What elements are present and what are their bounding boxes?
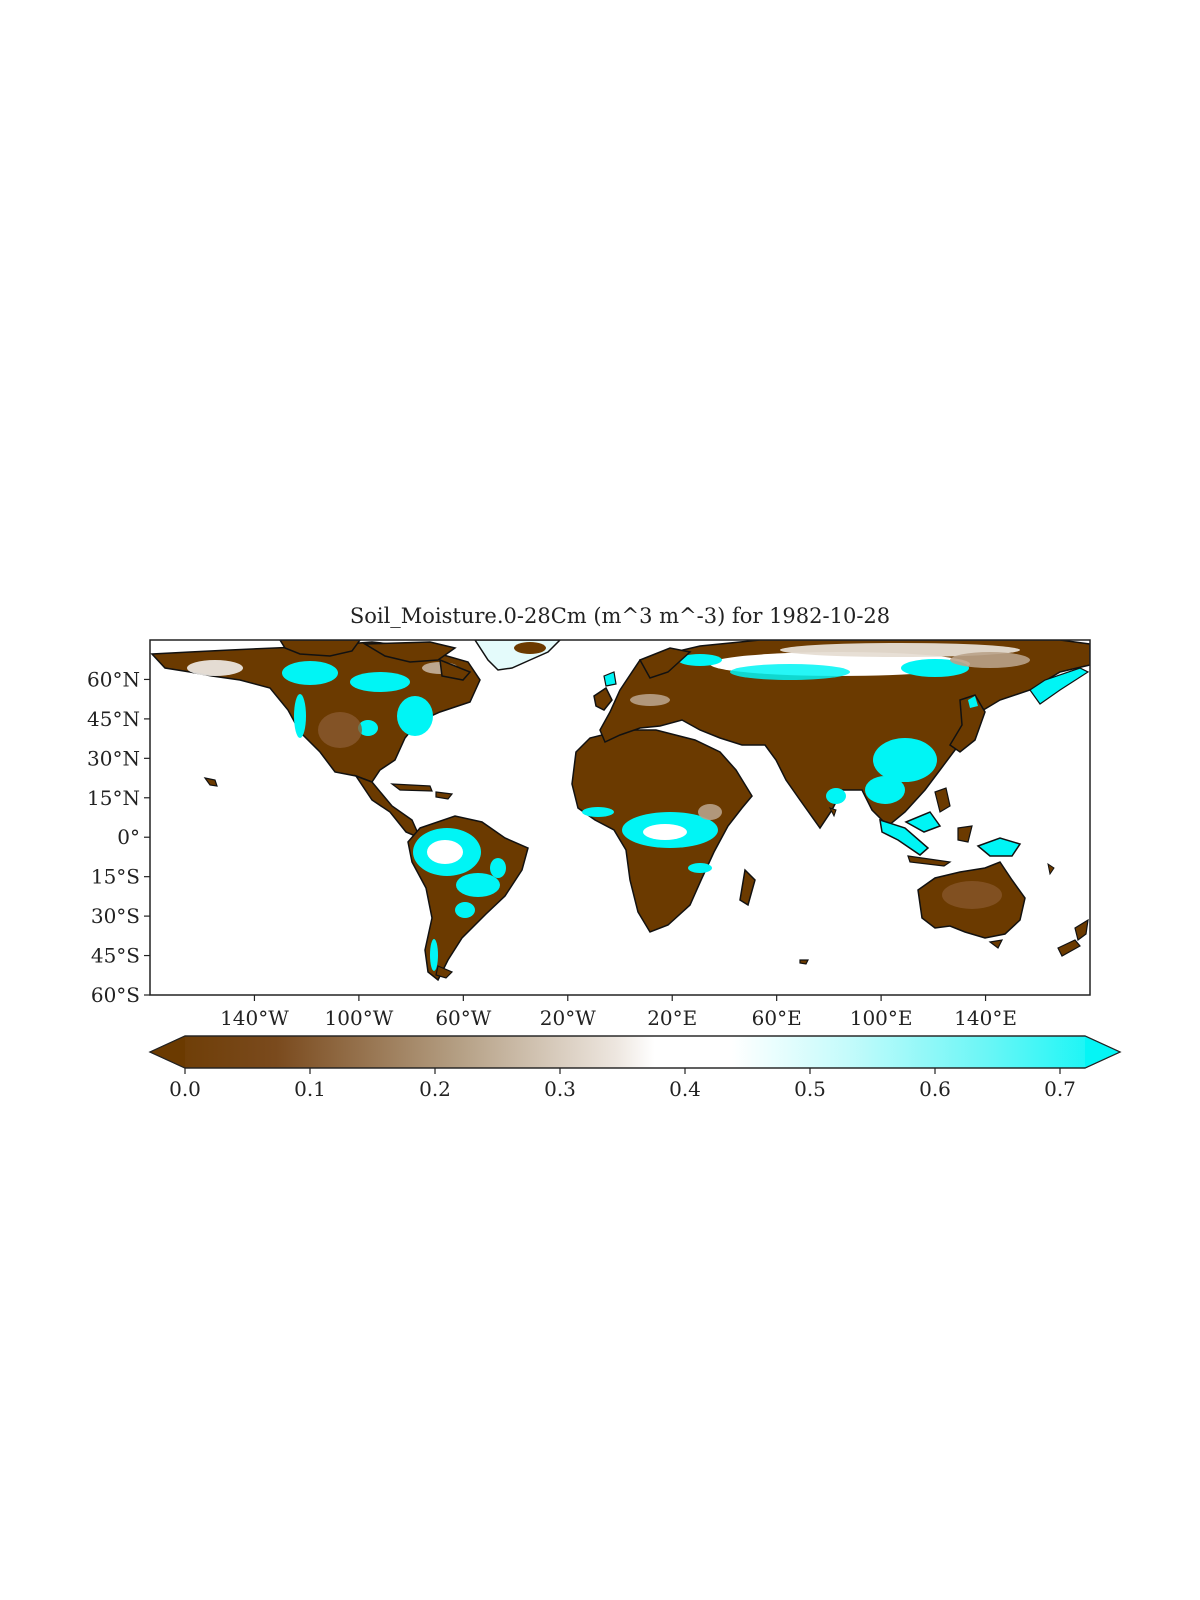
y-tick-label: 15°N bbox=[87, 786, 140, 810]
map-frame bbox=[149, 639, 1091, 996]
colorbar-tick-label: 0.0 bbox=[169, 1077, 201, 1101]
x-tick-label: 100°W bbox=[325, 1006, 394, 1030]
y-tick-label: 60°S bbox=[91, 983, 140, 1007]
colorbar-bar bbox=[148, 1035, 1122, 1069]
colorbar-tick-label: 0.6 bbox=[919, 1077, 951, 1101]
y-tick-label: 0° bbox=[117, 825, 140, 849]
landmass-central-america bbox=[354, 774, 454, 840]
y-tick-label: 30°S bbox=[91, 904, 140, 928]
colorbar-tick-label: 0.2 bbox=[419, 1077, 451, 1101]
x-tick-label: 140°W bbox=[220, 1006, 289, 1030]
colorbar-tick-label: 0.5 bbox=[794, 1077, 826, 1101]
x-tick-label: 60°E bbox=[752, 1006, 802, 1030]
x-tick-label: 60°W bbox=[435, 1006, 491, 1030]
x-tick-label: 20°W bbox=[540, 1006, 596, 1030]
colorbar-tick-label: 0.3 bbox=[544, 1077, 576, 1101]
landmass-small-islands bbox=[203, 777, 1055, 965]
x-tick-label: 140°E bbox=[954, 1006, 1017, 1030]
colorbar-tick-label: 0.1 bbox=[294, 1077, 326, 1101]
colorbar-tick-label: 0.4 bbox=[669, 1077, 701, 1101]
map-y-axis: 60°N 45°N 30°N 15°N 0° 15°S 30°S 45°S 60°S bbox=[87, 667, 150, 1007]
y-tick-label: 15°S bbox=[91, 865, 140, 889]
y-tick-label: 60°N bbox=[87, 667, 140, 691]
landmass-south-america bbox=[407, 815, 529, 982]
colorbar-ticks: 0.0 0.1 0.2 0.3 0.4 0.5 0.6 0.7 bbox=[169, 1068, 1076, 1101]
y-tick-label: 45°N bbox=[87, 707, 140, 731]
colorbar: 0.0 0.1 0.2 0.3 0.4 0.5 0.6 0.7 bbox=[148, 1035, 1122, 1101]
x-tick-label: 100°E bbox=[850, 1006, 913, 1030]
map-title: Soil_Moisture.0-28Cm (m^3 m^-3) for 1982… bbox=[349, 604, 891, 628]
y-tick-label: 45°S bbox=[91, 944, 140, 968]
x-tick-label: 20°E bbox=[647, 1006, 697, 1030]
landmass-north-america bbox=[150, 641, 481, 783]
landmass-eurasia bbox=[599, 640, 1090, 830]
map-content bbox=[150, 640, 1090, 995]
colorbar-extend-min bbox=[150, 1036, 185, 1068]
landmass-japan bbox=[948, 667, 1090, 753]
colorbar-extend-max bbox=[1085, 1036, 1120, 1068]
landmass-australia bbox=[917, 861, 1089, 957]
colorbar-tick-label: 0.7 bbox=[1044, 1077, 1076, 1101]
landmass-africa bbox=[571, 729, 756, 933]
map-x-axis: 140°W 100°W 60°W 20°W 20°E 60°E 100°E 140°E bbox=[220, 995, 1017, 1030]
landmass-europe-islands bbox=[593, 647, 692, 711]
landmass-arctic bbox=[279, 640, 562, 681]
landmass-southeast-asia bbox=[879, 787, 1022, 867]
y-tick-label: 30°N bbox=[87, 746, 140, 770]
